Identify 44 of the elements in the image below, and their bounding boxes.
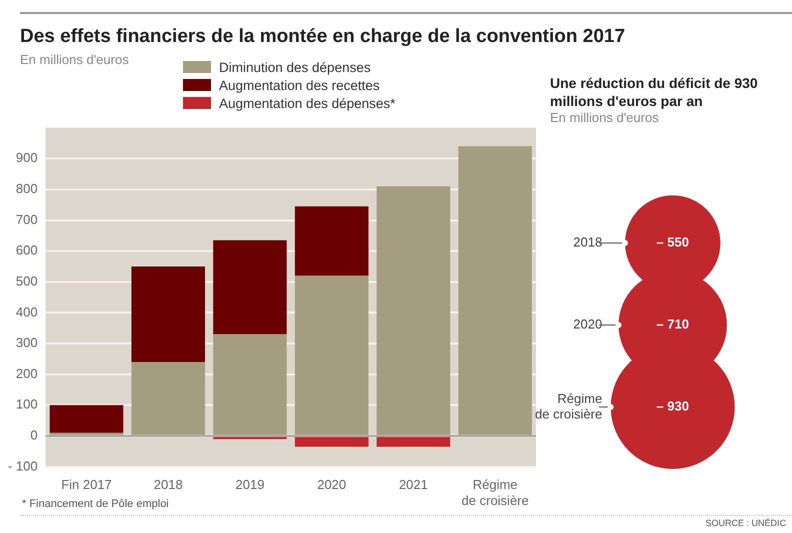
text: Une réduction du déficit de 930 millions d'euros par an xyxy=(550,74,759,110)
x-tick-label: 2021 xyxy=(398,477,428,492)
bar xyxy=(213,240,287,334)
category-label: 2020 xyxy=(573,316,602,332)
x-tick-label: 2018 xyxy=(154,477,183,492)
chart-title: Des effets financiers de la montée en charge de la convention 2017 xyxy=(20,26,626,48)
y-tick-label: 500 xyxy=(16,273,38,288)
x-tick-label: Fin 2017 xyxy=(61,477,112,492)
y-tick-label: 0 xyxy=(30,428,38,443)
y-tick-label: - 100 xyxy=(8,458,38,474)
bar xyxy=(376,436,450,447)
data-label: – 930 xyxy=(656,398,689,414)
x-tick-label: Régime de croisière xyxy=(462,477,529,508)
data-label: – 710 xyxy=(656,316,689,332)
legend-label: Diminution des dépenses xyxy=(219,60,371,74)
bar xyxy=(294,276,368,435)
x-tick-label: 2019 xyxy=(235,477,264,492)
y-tick-label: 700 xyxy=(16,212,38,227)
bar xyxy=(213,436,287,440)
y-tick-label: 100 xyxy=(16,396,38,412)
bar xyxy=(131,266,205,362)
y-tick-label: 800 xyxy=(16,181,38,196)
y-tick-label: 200 xyxy=(16,366,38,381)
y-tick-label: 300 xyxy=(16,335,38,350)
legend-label: Augmentation des recettes xyxy=(219,78,380,92)
bar xyxy=(294,436,368,447)
chart-subtitle: En millions d'euros xyxy=(20,52,129,67)
category-label: 2018 xyxy=(573,234,602,250)
bar xyxy=(131,362,205,435)
y-tick-label: 400 xyxy=(16,304,38,320)
bar xyxy=(294,206,368,276)
bar xyxy=(458,146,532,435)
category-label: Régime de croisière xyxy=(534,390,602,422)
text: En millions d'euros xyxy=(550,110,659,125)
text: * Financement de Pôle emploi xyxy=(22,498,169,510)
bar xyxy=(213,334,287,435)
legend-label: Augmentation des dépenses* xyxy=(219,96,396,110)
bar xyxy=(376,186,450,435)
y-tick-label: 600 xyxy=(16,242,38,258)
y-tick-label: 900 xyxy=(16,150,38,166)
data-label: – 550 xyxy=(656,234,689,250)
bar xyxy=(50,405,124,433)
x-tick-label: 2020 xyxy=(317,477,346,492)
source-note: SOURCE : UNÉDIC xyxy=(705,518,786,528)
